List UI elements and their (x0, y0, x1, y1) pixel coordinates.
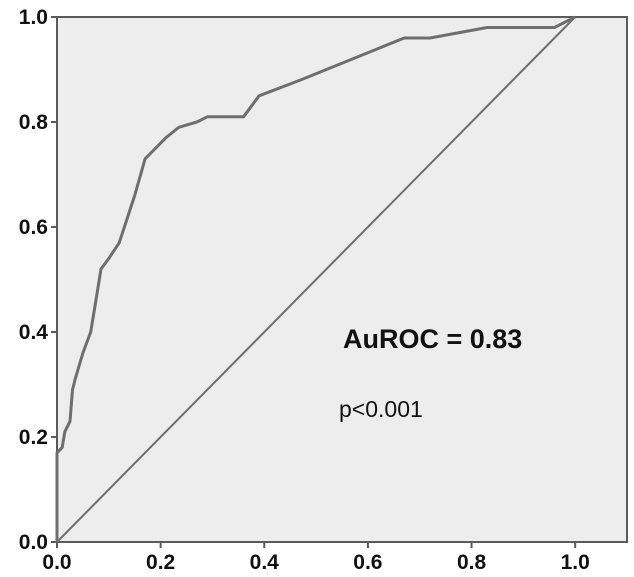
x-tick-label: 0.8 (457, 551, 487, 574)
x-tick-label: 0.0 (42, 551, 71, 574)
x-tick-label: 0.2 (146, 551, 175, 574)
x-tick-label: 1.0 (561, 551, 590, 574)
p-value-annotation: p<0.001 (339, 396, 423, 422)
y-tick-label: 0.4 (19, 321, 49, 344)
x-axis: 0.0 0.2 0.4 0.6 0.8 1.0 (42, 542, 589, 574)
y-tick-label: 0.8 (19, 111, 49, 134)
y-axis: 0.00.20.40.60.81.0 (19, 6, 57, 554)
y-tick-label: 1.0 (19, 6, 48, 29)
auroc-annotation: AuROC = 0.83 (343, 324, 522, 354)
y-tick-label: 0.6 (19, 216, 48, 239)
x-tick-label: 0.6 (353, 551, 382, 574)
y-tick-label: 0.2 (19, 426, 48, 449)
plot-area (57, 17, 627, 542)
x-tick-label: 0.4 (250, 551, 280, 574)
